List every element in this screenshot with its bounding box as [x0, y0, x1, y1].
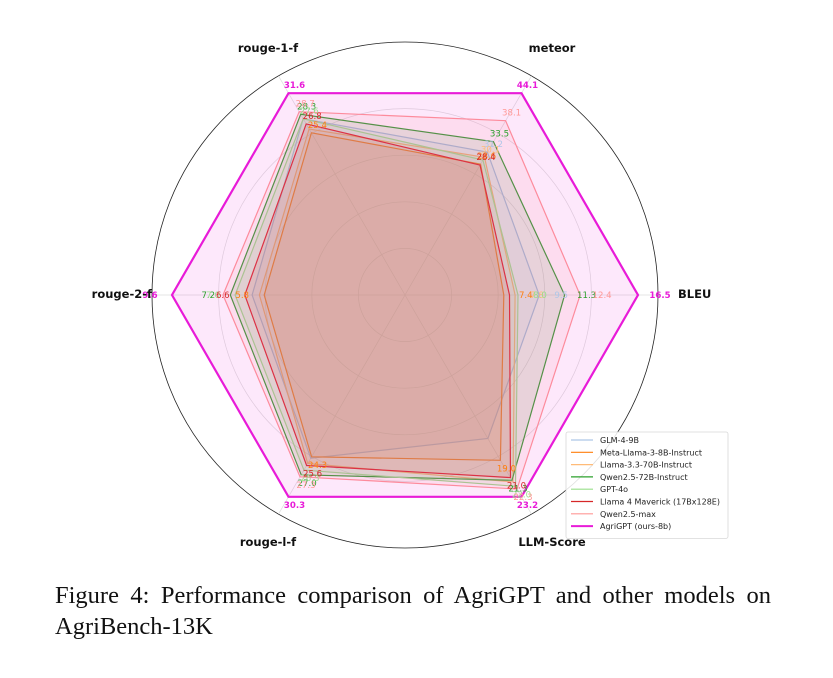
- value-label: 7.8: [530, 291, 544, 301]
- value-label: 27.0: [298, 479, 317, 489]
- value-label: 21.3: [508, 484, 527, 494]
- value-label: 27.3: [296, 481, 315, 491]
- value-label: 21.0: [507, 482, 526, 492]
- value-label: 33.5: [490, 130, 509, 140]
- value-label: 28.3: [297, 102, 316, 112]
- radar-spoke-rouge-1-f: [278, 75, 406, 296]
- radar-outer-circle: [151, 41, 659, 549]
- value-label: 30.1: [481, 145, 500, 155]
- axis-label-rouge-1-f: rouge-1-f: [238, 41, 299, 55]
- legend-entry: Qwen2.5-72B-Instruct: [600, 473, 688, 482]
- legend-entry: Llama 4 Maverick (17Bx128E): [600, 498, 720, 507]
- value-label: 28.7: [296, 100, 315, 110]
- value-label: 25.6: [303, 470, 322, 480]
- value-label: 9.5: [554, 291, 568, 301]
- radar-chart: 31.2 9.5 28.6 7.4 19.0 24.3 5.8 25.4 30.1 7.8 33.5…: [92, 41, 729, 549]
- radar-series: [170, 92, 640, 498]
- value-label: 8.0: [533, 291, 547, 301]
- value-label: 9.6: [142, 291, 157, 301]
- value-label: 5.8: [235, 291, 249, 301]
- legend-box: [565, 431, 729, 539]
- value-label: 22.3: [513, 493, 532, 503]
- value-label: 12.4: [593, 291, 612, 301]
- value-label: 38.1: [502, 109, 521, 119]
- axis-label-meteor: meteor: [529, 41, 576, 55]
- radar-spoke-meteor: [404, 75, 532, 296]
- value-label: 30.3: [284, 501, 305, 511]
- value-label: 31.6: [284, 81, 305, 91]
- value-label: 25.4: [308, 121, 327, 131]
- series-polygon-7: [170, 92, 640, 498]
- value-label: 44.1: [517, 81, 538, 91]
- value-label: 28.6: [477, 152, 496, 162]
- value-label: 7.4: [519, 291, 533, 301]
- series-polygon-5: [244, 123, 512, 479]
- axis-label-bleu: BLEU: [678, 287, 711, 301]
- value-label: 7.0: [206, 291, 220, 301]
- value-label: 16.5: [649, 291, 670, 301]
- chart-legend: GLM-4-9B Meta-Llama-3-8B-Instruct Llama-3.…: [565, 431, 729, 539]
- value-label: 27.6: [300, 107, 319, 117]
- value-label: 28.4: [476, 153, 495, 163]
- figure-caption: Figure 4: Performance comparison of Agri…: [55, 582, 771, 640]
- axis-label-rouge-l-f: rouge-l-f: [240, 535, 297, 549]
- series-polygon-3: [229, 113, 566, 481]
- radar-grid: [151, 41, 659, 549]
- value-label: 24.3: [308, 461, 327, 471]
- value-label: 11.3: [577, 291, 596, 301]
- series-polygon-6: [222, 111, 581, 490]
- value-label: 19.0: [497, 464, 516, 474]
- value-label: 31.2: [484, 140, 503, 150]
- legend-entry: Qwen2.5-max: [600, 510, 656, 519]
- legend-entry: AgriGPT (ours-8b): [600, 522, 671, 531]
- value-label: 22.0: [512, 490, 531, 500]
- series-polygon-1: [263, 132, 505, 461]
- series-polygon-4: [234, 118, 519, 487]
- value-label: 26.3: [300, 474, 319, 484]
- value-label: 23.2: [517, 501, 538, 511]
- value-label: 7.2: [201, 291, 215, 301]
- value-label: 26.8: [303, 112, 322, 122]
- legend-entry: Meta-Llama-3-8B-Instruct: [600, 448, 702, 457]
- series-polygon-2: [258, 128, 516, 483]
- legend-entry: Llama-3.3-70B-Instruct: [600, 461, 692, 470]
- axis-label-rouge-2-f: rouge-2-f: [92, 287, 153, 301]
- value-label: 6.6: [216, 291, 230, 301]
- legend-entry: GPT-4o: [600, 485, 628, 494]
- radar-spoke-rouge-l-f: [278, 294, 406, 515]
- legend-entry: GLM-4-9B: [600, 436, 639, 445]
